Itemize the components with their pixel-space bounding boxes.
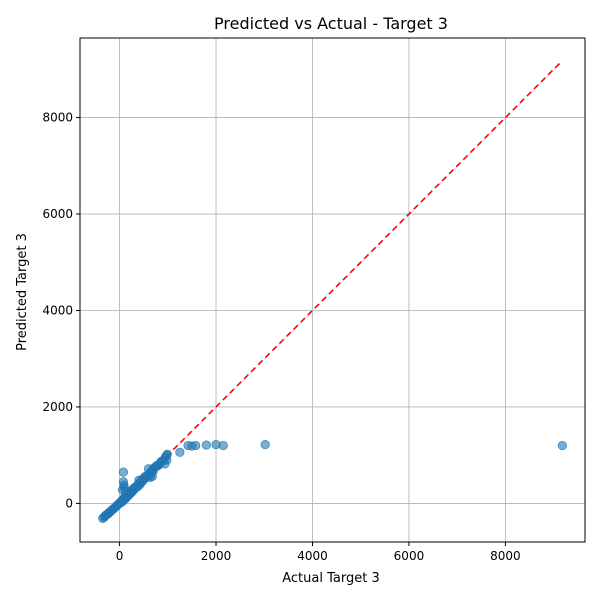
chart-title: Predicted vs Actual - Target 3 — [214, 14, 448, 33]
data-point — [201, 440, 211, 450]
plot-frame — [79, 37, 586, 543]
x-tick-label: 2000 — [201, 549, 232, 563]
data-point — [175, 447, 185, 457]
y-tick-label: 6000 — [42, 207, 73, 221]
data-point — [147, 471, 157, 482]
y-tick-label: 4000 — [42, 303, 73, 317]
y-axis-label: Predicted Target 3 — [15, 233, 30, 351]
data-points — [98, 439, 567, 523]
x-tick-label: 0 — [116, 549, 124, 563]
y-tick-label: 0 — [65, 496, 73, 510]
data-point — [120, 486, 130, 496]
data-point — [118, 467, 129, 477]
data-point — [260, 439, 270, 450]
data-point — [557, 440, 567, 451]
y-tick-label: 8000 — [42, 111, 73, 125]
x-tick-label: 8000 — [490, 549, 521, 563]
data-point — [218, 440, 228, 451]
ideal-reference-line — [102, 60, 563, 521]
y-tick-label: 2000 — [42, 400, 73, 414]
x-tick-label: 4000 — [297, 549, 328, 563]
grid-lines — [80, 38, 585, 542]
data-point — [191, 440, 201, 451]
x-tick-label: 6000 — [394, 549, 425, 563]
reference-line-layer — [102, 60, 563, 521]
data-point — [162, 455, 172, 465]
x-axis-label: Actual Target 3 — [282, 571, 379, 586]
axis-ticks: 0 2000 4000 6000 8000 0 2000 4000 6000 8000 — [42, 111, 520, 563]
data-point — [143, 464, 154, 474]
